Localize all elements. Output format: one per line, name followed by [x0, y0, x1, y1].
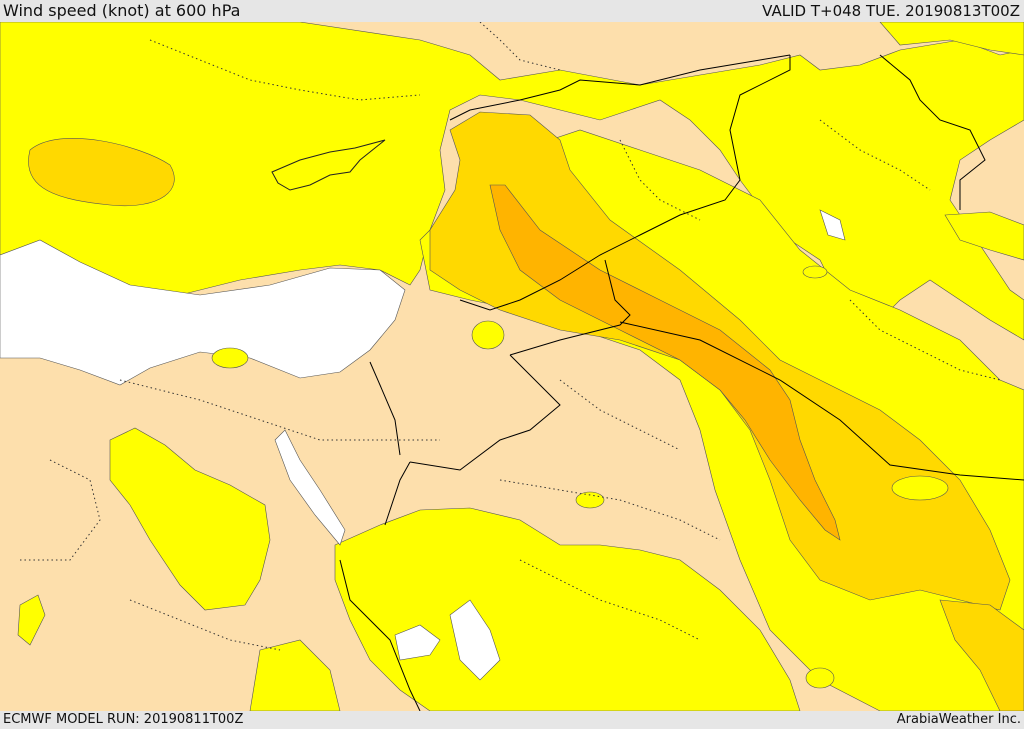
wind-band-yellow-southwest — [249, 639, 341, 711]
patch-yellow-6 — [805, 667, 835, 689]
country-borders — [339, 54, 1024, 711]
header-bar: Wind speed (knot) at 600 hPa VALID T+048… — [0, 0, 1024, 22]
patch-yellow-2 — [575, 491, 605, 509]
calm-zone-red-sea-south — [394, 599, 501, 681]
calm-zone-mediterranean — [0, 239, 406, 386]
patch-yellow-3 — [891, 475, 949, 501]
patch-yellow-5 — [802, 265, 828, 279]
wind-band-core — [489, 184, 841, 541]
wind-band-yellow-northeast — [879, 22, 1024, 56]
wind-band-gold-west — [28, 138, 175, 207]
wind-band-yellow-small — [17, 594, 46, 646]
model-run: ECMWF MODEL RUN: 20190811T00Z — [3, 712, 244, 727]
wind-speed-map[interactable] — [0, 22, 1024, 711]
wind-band-yellow-egypt — [109, 427, 271, 611]
calm-zone-gulf — [819, 209, 846, 241]
wind-band-gold-south — [939, 599, 1024, 711]
calm-zone-red-sea — [274, 429, 346, 546]
credit-label: ArabiaWeather Inc. — [896, 712, 1021, 727]
wind-band-yellow-east — [944, 211, 1024, 261]
patch-yellow-4 — [211, 347, 249, 369]
patch-yellow-1 — [471, 320, 505, 350]
valid-time: VALID T+048 TUE. 20190813T00Z — [762, 2, 1020, 20]
footer-bar: ECMWF MODEL RUN: 20190811T00Z ArabiaWeat… — [0, 711, 1024, 729]
province-borders — [20, 22, 1001, 651]
island-cyprus — [271, 139, 386, 191]
map-canvas — [0, 22, 1024, 711]
map-title: Wind speed (knot) at 600 hPa — [3, 1, 241, 20]
wind-band-yellow-arabia — [334, 507, 801, 711]
